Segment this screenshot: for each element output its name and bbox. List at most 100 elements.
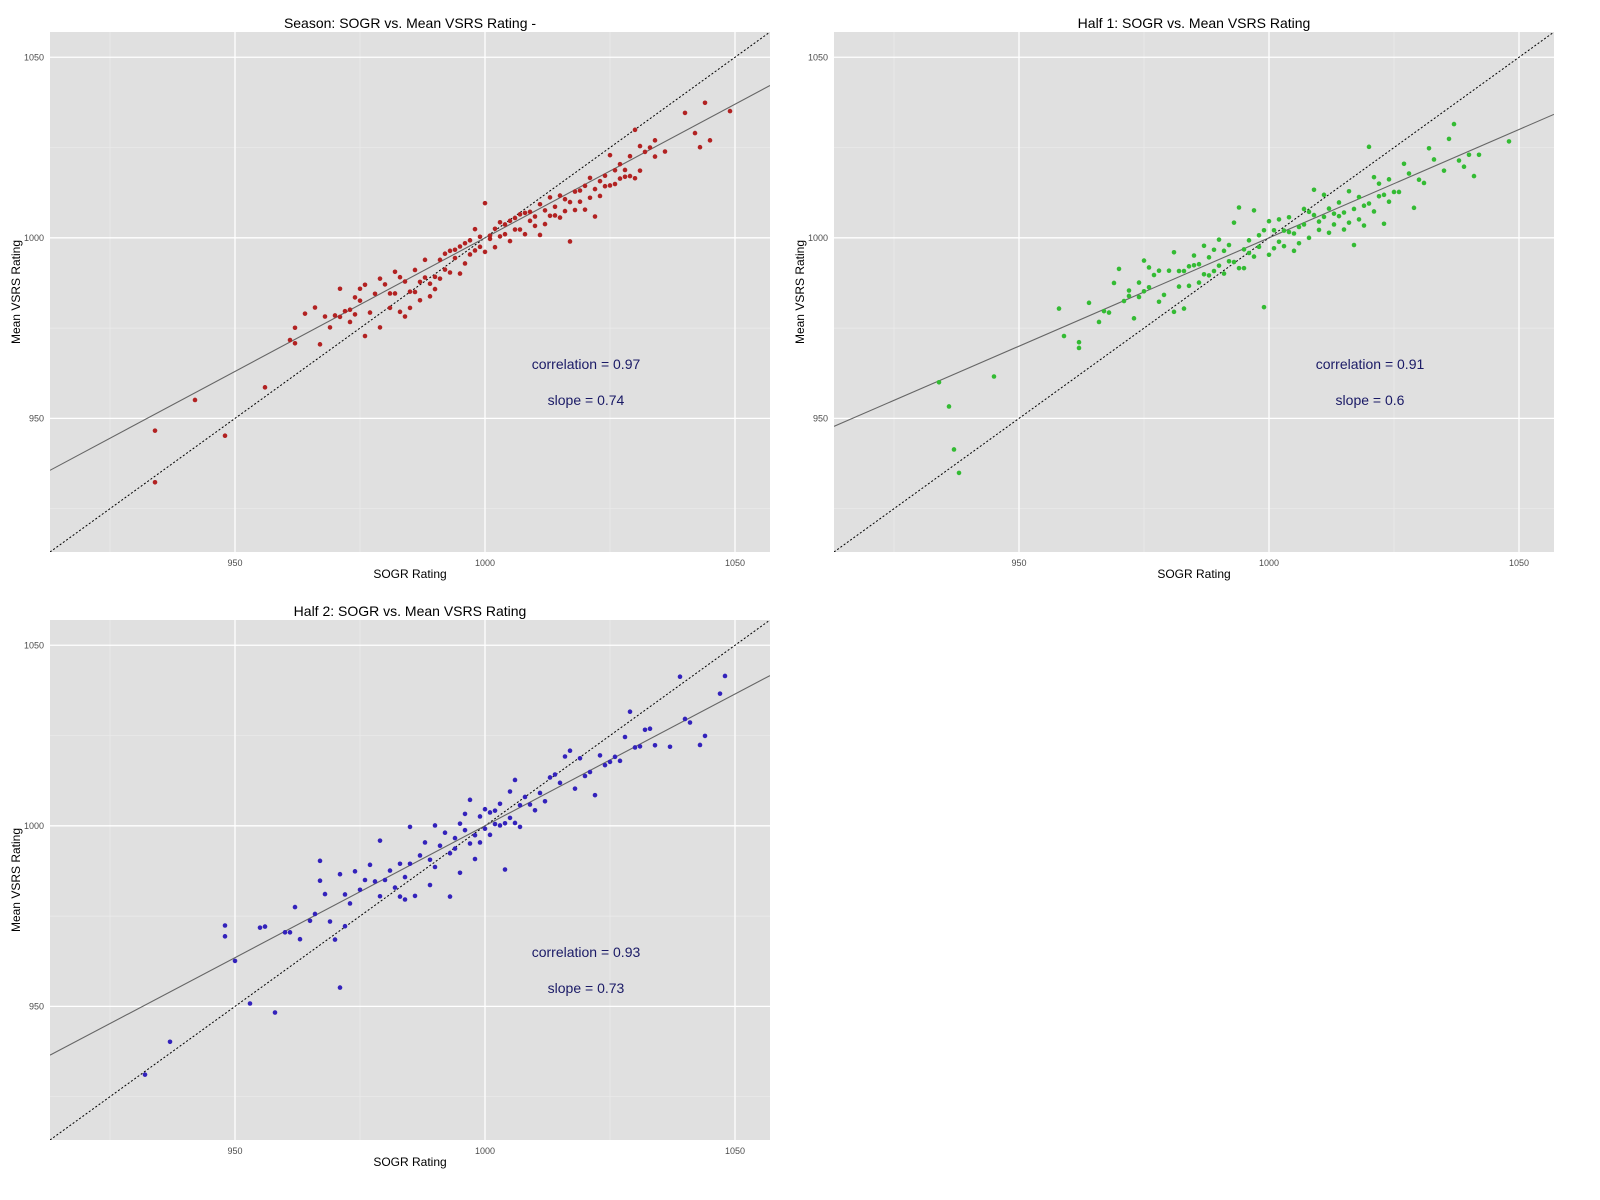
data-point	[502, 867, 508, 872]
data-point	[512, 227, 518, 232]
x-tick-label: 950	[227, 558, 242, 568]
data-point	[682, 716, 688, 722]
data-point	[1331, 211, 1337, 216]
data-point	[527, 802, 533, 807]
data-point	[432, 864, 438, 870]
data-point	[1291, 231, 1297, 236]
data-point	[392, 885, 398, 890]
data-point	[397, 309, 403, 315]
data-point	[627, 709, 633, 715]
data-point	[407, 289, 413, 294]
data-point	[342, 923, 348, 929]
x-axis-label: SOGR Rating	[1157, 567, 1230, 581]
data-point	[627, 153, 633, 159]
data-point	[542, 208, 548, 213]
data-point	[532, 808, 538, 813]
data-point	[1376, 181, 1382, 186]
data-point	[1281, 243, 1287, 249]
data-point	[1236, 205, 1242, 210]
data-point	[1256, 244, 1262, 250]
data-point	[377, 276, 383, 281]
data-point	[142, 1072, 148, 1077]
data-point	[622, 174, 628, 180]
data-point	[1451, 121, 1457, 127]
data-point	[517, 212, 523, 217]
data-point	[412, 289, 418, 295]
data-point	[452, 835, 458, 841]
data-point	[437, 276, 443, 281]
data-point	[1076, 345, 1082, 351]
data-point	[497, 801, 503, 807]
y-tick-label: 950	[29, 413, 44, 423]
data-point	[462, 811, 468, 817]
data-point	[402, 897, 408, 902]
data-point	[467, 841, 473, 846]
data-point	[587, 769, 593, 775]
data-point	[417, 279, 423, 285]
data-point	[392, 269, 398, 275]
data-point	[292, 904, 298, 910]
data-point	[1121, 298, 1127, 304]
data-point	[727, 108, 733, 114]
data-point	[562, 196, 568, 202]
data-point	[1156, 268, 1162, 273]
data-point	[342, 892, 348, 897]
data-point	[602, 762, 608, 768]
data-point	[597, 753, 603, 758]
data-point	[1246, 250, 1252, 256]
data-point	[1466, 152, 1472, 158]
data-point	[492, 226, 498, 232]
data-point	[262, 385, 268, 390]
data-point	[152, 480, 158, 485]
data-point	[537, 790, 543, 796]
data-point	[547, 213, 553, 219]
data-point	[1321, 214, 1327, 220]
data-point	[467, 252, 473, 257]
data-point	[1361, 203, 1367, 208]
data-point	[1361, 223, 1367, 228]
data-point	[507, 218, 513, 224]
data-point	[1351, 206, 1357, 212]
data-point	[597, 193, 603, 199]
data-point	[1381, 221, 1387, 227]
data-point	[517, 824, 523, 830]
data-point	[327, 919, 333, 924]
data-point	[1256, 233, 1262, 238]
data-point	[1266, 252, 1272, 258]
data-point	[1086, 300, 1092, 306]
data-point	[582, 207, 588, 212]
data-point	[482, 826, 488, 832]
data-point	[232, 958, 238, 964]
data-point	[1381, 192, 1387, 198]
data-point	[662, 149, 668, 154]
data-point	[472, 832, 478, 838]
data-point	[582, 773, 588, 779]
panel-half-2: Half 2: SOGR vs. Mean VSRS Rating 950 100…	[0, 588, 780, 1176]
panel-season: Season: SOGR vs. Mean VSRS Rating - 950 1…	[0, 0, 780, 588]
data-point	[1276, 217, 1282, 222]
data-point	[1211, 247, 1217, 253]
data-point	[951, 447, 957, 452]
data-point	[717, 691, 723, 696]
data-point	[322, 314, 328, 319]
data-point	[272, 1010, 278, 1015]
data-point	[1156, 299, 1162, 305]
grid-lines	[50, 620, 770, 1140]
data-point	[527, 209, 533, 215]
data-point	[387, 305, 393, 311]
data-point	[192, 397, 198, 403]
data-point	[477, 234, 483, 240]
data-point	[632, 127, 638, 133]
data-point	[312, 305, 318, 310]
data-point	[1341, 210, 1347, 215]
data-point	[297, 936, 303, 942]
data-point	[317, 878, 323, 884]
half-1-scatter-plot: Half 1: SOGR vs. Mean VSRS Rating 950 100…	[793, 15, 1554, 581]
data-point	[382, 282, 388, 287]
data-point	[1326, 206, 1332, 211]
data-point	[517, 802, 523, 808]
data-point	[477, 840, 483, 845]
data-point	[1306, 209, 1312, 215]
data-point	[1251, 208, 1257, 213]
data-point	[502, 821, 508, 826]
